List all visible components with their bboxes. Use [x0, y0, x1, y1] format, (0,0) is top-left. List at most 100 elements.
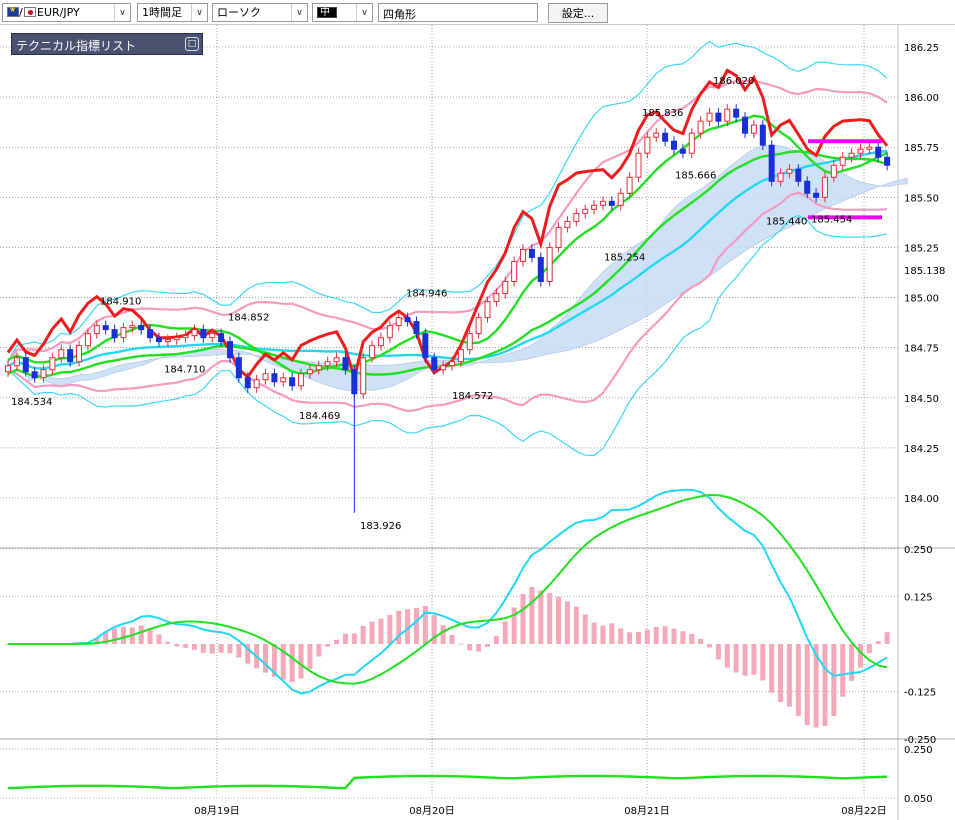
candle-down	[715, 112, 722, 122]
candle-down	[67, 349, 74, 363]
candle-up	[209, 333, 216, 339]
macd-histogram-bar	[298, 644, 304, 679]
currency-pair-select[interactable]: / EUR/JPY ∨	[2, 3, 131, 22]
collapse-icon[interactable]: □	[185, 37, 199, 51]
candle-down	[431, 357, 438, 371]
macd-histogram-bar	[351, 633, 357, 644]
pair-separator: /	[19, 6, 23, 19]
moving-average-mid	[7, 150, 888, 378]
candle-down	[289, 377, 296, 387]
candle-down	[795, 168, 802, 182]
chart-style-select[interactable]: ローソク ∨	[212, 3, 308, 22]
lower-indicator-line	[7, 774, 888, 790]
chevron-down-icon[interactable]: ∨	[356, 4, 372, 21]
macd-histogram-bar	[529, 587, 535, 644]
macd-histogram-bar	[680, 631, 686, 644]
indicator-lines	[6, 40, 889, 457]
candle-down	[768, 144, 775, 182]
candle-up	[848, 152, 855, 158]
candle-up	[724, 108, 731, 122]
candle-down	[404, 317, 411, 323]
macd-histogram-bar	[200, 644, 206, 653]
y-tick-label: 185.25	[904, 243, 939, 254]
macd-histogram-bar	[360, 625, 366, 644]
indicator-list-panel[interactable]: テクニカル指標リスト □	[11, 33, 203, 55]
macd-histogram-bar	[156, 634, 162, 644]
candlesticks	[5, 104, 891, 513]
candle-up	[866, 146, 873, 150]
macd-histogram-bar	[733, 644, 739, 673]
candle-up	[182, 335, 189, 339]
horizontal-lines	[808, 139, 882, 220]
candle-up	[58, 349, 65, 359]
candle-down	[351, 369, 358, 395]
bollinger-outer-upper	[7, 40, 888, 362]
grid	[0, 25, 955, 820]
line-width-value: 中	[320, 7, 330, 18]
candle-up	[555, 226, 562, 248]
rci-line	[6, 68, 889, 384]
chevron-down-icon[interactable]: ∨	[114, 4, 130, 21]
macd-histogram-bar	[795, 644, 801, 716]
settings-button[interactable]: 設定...	[548, 3, 608, 23]
candle-down	[147, 329, 154, 339]
macd-histogram-bar	[591, 622, 597, 644]
macd-histogram-bar	[582, 614, 588, 644]
candle-up	[457, 349, 464, 363]
shape-field[interactable]: 四角形	[378, 3, 538, 22]
candle-up	[688, 132, 695, 154]
candle-up	[511, 260, 518, 283]
candle-up	[298, 373, 305, 387]
candle-up	[644, 136, 651, 154]
price-label: 184.534	[11, 397, 52, 408]
macd-histogram-bar	[191, 644, 197, 650]
macd-histogram-bar	[627, 632, 633, 644]
candle-up	[377, 337, 384, 347]
macd-histogram-bar	[849, 644, 855, 681]
price-label: 184.572	[452, 391, 493, 402]
y-axis: 186.25 186.00 185.75 185.50 185.25 185.00 184.…	[904, 43, 945, 505]
candle-down	[759, 124, 766, 146]
candle-up	[13, 357, 20, 367]
candle-up	[830, 164, 837, 178]
price-label: 186.020	[713, 76, 754, 87]
macd-histogram-bar	[369, 621, 375, 644]
macd-histogram-bar	[387, 614, 393, 644]
macd-histogram-bar	[760, 644, 766, 681]
y-tick-label: 185.00	[904, 294, 939, 305]
candle-up	[786, 168, 793, 174]
candle-up	[750, 124, 757, 134]
y-tick-label: -0.125	[904, 688, 936, 699]
candle-up	[369, 345, 376, 359]
candle-up	[386, 325, 393, 339]
candle-down	[875, 146, 882, 158]
candle-down	[138, 325, 145, 331]
macd-histogram-bar	[271, 644, 277, 677]
macd-panel: 0.250 0.125 -0.125 -0.250	[0, 488, 936, 746]
chevron-down-icon[interactable]: ∨	[291, 4, 307, 21]
candle-down	[31, 371, 38, 379]
candle-up	[262, 373, 269, 381]
candle-up	[173, 337, 180, 341]
macd-histogram-bar	[822, 644, 828, 726]
candle-up	[333, 357, 340, 363]
price-label: 185.454	[811, 214, 852, 225]
candle-up	[191, 329, 198, 337]
macd-histogram-bar	[724, 644, 730, 668]
chevron-down-icon[interactable]: ∨	[191, 4, 207, 21]
macd-histogram-bar	[342, 633, 348, 644]
macd-histogram-bar	[671, 628, 677, 644]
price-label: 184.469	[299, 411, 340, 422]
macd-histogram-bar	[813, 644, 819, 728]
y-tick-label: 186.25	[904, 43, 939, 54]
candle-down	[679, 148, 686, 154]
candle-down	[200, 329, 207, 339]
macd-histogram-bar	[573, 606, 579, 644]
candle-up	[484, 301, 491, 319]
cloud-area	[27, 144, 908, 391]
line-width-select[interactable]: 中 ∨	[312, 3, 373, 22]
timeframe-select[interactable]: 1時間足 ∨	[137, 3, 208, 22]
macd-histogram-bar	[715, 644, 721, 660]
y-tick-label: 0.250	[904, 545, 933, 556]
candle-down	[662, 132, 669, 142]
